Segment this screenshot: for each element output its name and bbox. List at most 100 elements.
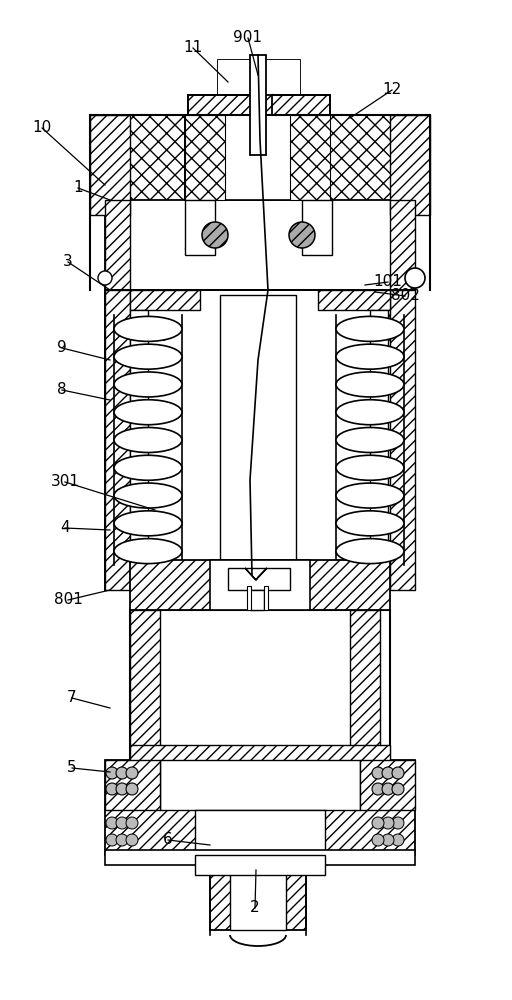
Text: 301: 301	[51, 475, 79, 489]
Text: 8: 8	[57, 382, 67, 397]
Circle shape	[126, 834, 138, 846]
Bar	[247, 586, 251, 610]
Text: 1: 1	[73, 180, 83, 196]
Ellipse shape	[114, 316, 182, 341]
Circle shape	[126, 817, 138, 829]
Bar	[390, 290, 415, 590]
Circle shape	[289, 222, 315, 248]
Bar	[105, 760, 160, 810]
Ellipse shape	[114, 400, 182, 425]
Ellipse shape	[336, 316, 404, 341]
Bar	[185, 115, 330, 200]
Bar	[195, 810, 325, 855]
Bar	[290, 115, 330, 200]
Circle shape	[405, 268, 425, 288]
Circle shape	[126, 767, 138, 779]
Ellipse shape	[336, 344, 404, 369]
Bar	[130, 310, 148, 560]
Bar	[185, 200, 215, 255]
Text: 6: 6	[163, 832, 173, 848]
Bar	[230, 870, 286, 930]
Bar	[130, 610, 160, 760]
Bar	[250, 590, 264, 610]
Polygon shape	[245, 568, 267, 580]
Ellipse shape	[336, 539, 404, 564]
Bar	[390, 200, 415, 290]
Circle shape	[202, 222, 228, 248]
Ellipse shape	[336, 455, 404, 480]
Circle shape	[116, 817, 128, 829]
Text: 7: 7	[67, 690, 77, 706]
Ellipse shape	[114, 428, 182, 452]
Polygon shape	[266, 60, 300, 110]
Ellipse shape	[114, 372, 182, 397]
Bar	[90, 115, 130, 215]
Circle shape	[392, 834, 404, 846]
Ellipse shape	[336, 372, 404, 397]
Circle shape	[382, 817, 394, 829]
Bar	[220, 295, 296, 570]
Circle shape	[382, 767, 394, 779]
Bar	[272, 95, 330, 140]
Bar	[105, 290, 415, 590]
Bar	[90, 115, 185, 215]
Bar	[105, 200, 415, 290]
Bar	[350, 610, 380, 760]
Bar	[228, 568, 290, 590]
Text: 901: 901	[233, 30, 263, 45]
Bar	[160, 760, 360, 810]
Bar	[130, 290, 200, 310]
Bar	[185, 115, 225, 200]
Bar	[105, 810, 415, 855]
Ellipse shape	[336, 428, 404, 452]
Circle shape	[106, 783, 118, 795]
Circle shape	[372, 767, 384, 779]
Polygon shape	[218, 60, 250, 110]
Circle shape	[392, 817, 404, 829]
Circle shape	[382, 834, 394, 846]
Circle shape	[116, 783, 128, 795]
Ellipse shape	[336, 400, 404, 425]
Text: 101: 101	[374, 274, 402, 290]
Bar	[210, 870, 306, 930]
Ellipse shape	[336, 483, 404, 508]
Bar	[330, 115, 430, 215]
Text: 3: 3	[63, 254, 73, 269]
Ellipse shape	[114, 511, 182, 536]
Text: 4: 4	[60, 520, 70, 536]
Circle shape	[116, 834, 128, 846]
Circle shape	[106, 767, 118, 779]
Text: 801: 801	[54, 592, 82, 607]
Circle shape	[126, 783, 138, 795]
Circle shape	[372, 834, 384, 846]
Ellipse shape	[114, 539, 182, 564]
Circle shape	[106, 834, 118, 846]
Bar	[318, 290, 390, 310]
Circle shape	[372, 783, 384, 795]
Ellipse shape	[114, 344, 182, 369]
Polygon shape	[375, 290, 415, 340]
Circle shape	[116, 767, 128, 779]
Circle shape	[392, 783, 404, 795]
Bar	[302, 200, 332, 255]
Bar	[105, 850, 415, 865]
Bar	[360, 760, 415, 810]
Text: 2: 2	[250, 900, 260, 916]
Ellipse shape	[114, 455, 182, 480]
Text: 10: 10	[32, 120, 52, 135]
Text: 802: 802	[391, 288, 419, 304]
Bar	[130, 560, 390, 610]
Circle shape	[98, 271, 112, 285]
Bar	[218, 60, 300, 118]
Bar	[250, 55, 266, 155]
Bar	[195, 855, 325, 875]
Bar	[188, 95, 258, 140]
Text: 11: 11	[183, 40, 203, 55]
Bar	[105, 290, 130, 590]
Text: 9: 9	[57, 340, 67, 356]
Text: 12: 12	[382, 83, 401, 98]
Ellipse shape	[336, 511, 404, 536]
Circle shape	[372, 817, 384, 829]
Polygon shape	[105, 290, 165, 340]
Bar	[264, 586, 268, 610]
